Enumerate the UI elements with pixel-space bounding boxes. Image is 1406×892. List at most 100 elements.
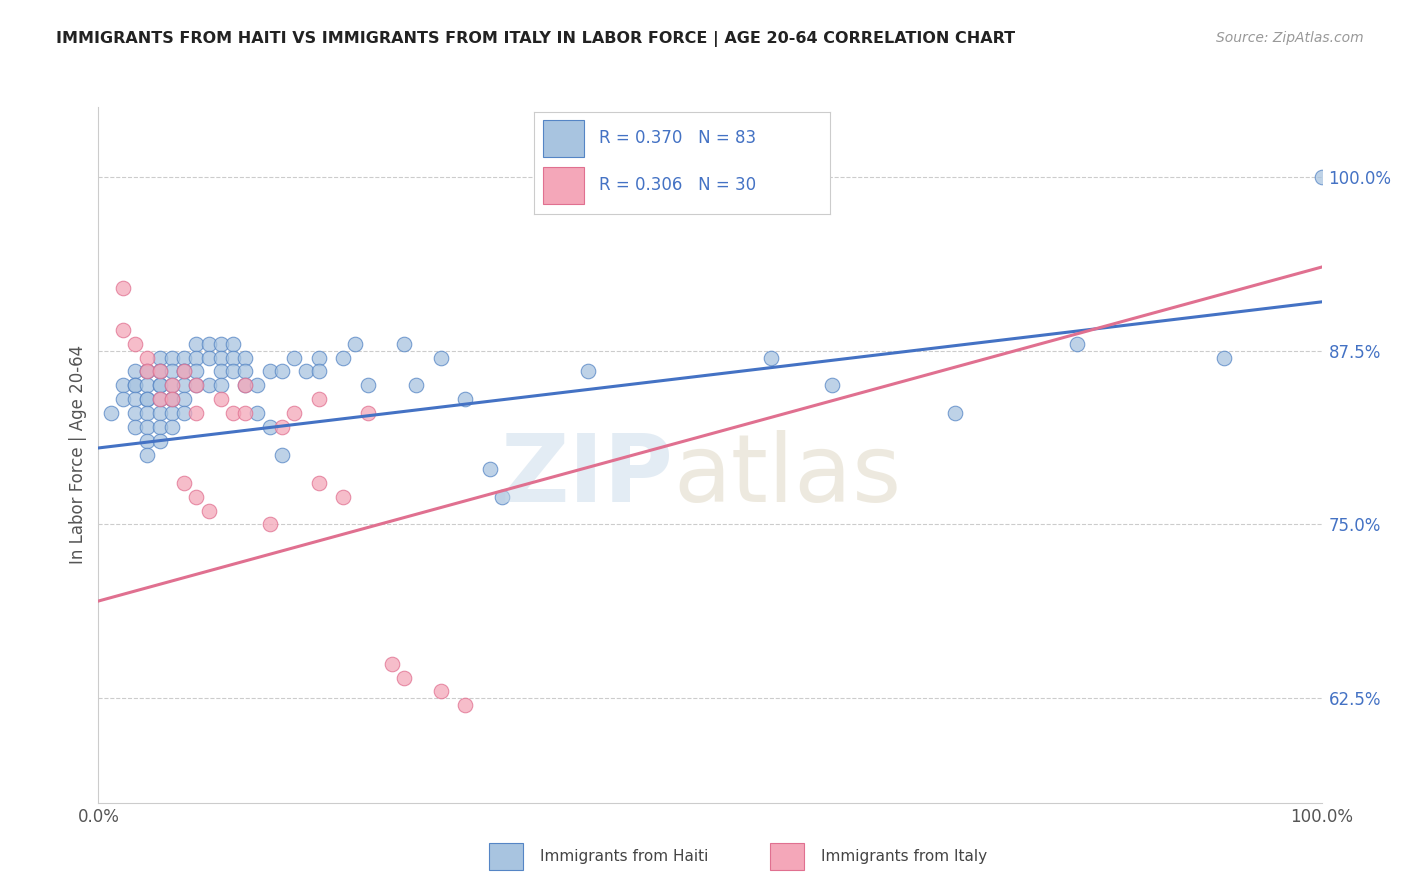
Point xyxy=(186,351,208,365)
Point xyxy=(124,378,146,392)
Point xyxy=(173,364,195,378)
Point xyxy=(197,378,219,392)
Point xyxy=(233,378,256,392)
Point xyxy=(173,475,195,490)
Text: R = 0.306   N = 30: R = 0.306 N = 30 xyxy=(599,177,756,194)
Point xyxy=(149,364,172,378)
Point xyxy=(149,378,172,392)
Point xyxy=(222,406,245,420)
Point xyxy=(332,351,354,365)
Point xyxy=(136,392,159,407)
Point xyxy=(100,406,122,420)
Point xyxy=(259,420,281,434)
Point xyxy=(283,351,305,365)
Point xyxy=(124,406,146,420)
Point xyxy=(430,351,453,365)
Point xyxy=(356,378,378,392)
Point xyxy=(186,364,208,378)
Point xyxy=(149,364,172,378)
Point xyxy=(173,392,195,407)
Point xyxy=(209,392,232,407)
Point xyxy=(332,490,354,504)
Point xyxy=(173,364,195,378)
FancyBboxPatch shape xyxy=(770,843,804,870)
Point xyxy=(173,351,195,365)
Point xyxy=(246,378,269,392)
Point xyxy=(259,364,281,378)
Point xyxy=(209,364,232,378)
Text: Immigrants from Italy: Immigrants from Italy xyxy=(821,849,987,863)
Point xyxy=(454,698,477,713)
Point xyxy=(197,351,219,365)
Point xyxy=(136,364,159,378)
Point xyxy=(209,351,232,365)
Point xyxy=(478,462,501,476)
Point xyxy=(233,351,256,365)
Point xyxy=(821,378,844,392)
Point xyxy=(308,351,330,365)
Point xyxy=(136,448,159,462)
Point xyxy=(173,406,195,420)
Point xyxy=(160,406,183,420)
Point xyxy=(1212,351,1234,365)
Point xyxy=(270,448,294,462)
Point xyxy=(149,434,172,448)
Point xyxy=(124,336,146,351)
Point xyxy=(136,434,159,448)
Text: R = 0.370   N = 83: R = 0.370 N = 83 xyxy=(599,129,756,147)
Point xyxy=(160,392,183,407)
FancyBboxPatch shape xyxy=(543,167,585,204)
Point xyxy=(943,406,966,420)
Point xyxy=(491,490,513,504)
Point xyxy=(136,364,159,378)
Point xyxy=(222,364,245,378)
Point xyxy=(1066,336,1088,351)
Point xyxy=(1310,169,1333,184)
Y-axis label: In Labor Force | Age 20-64: In Labor Force | Age 20-64 xyxy=(69,345,87,565)
Point xyxy=(124,392,146,407)
Point xyxy=(186,378,208,392)
Point xyxy=(173,364,195,378)
Point xyxy=(111,323,134,337)
Text: Immigrants from Haiti: Immigrants from Haiti xyxy=(540,849,709,863)
FancyBboxPatch shape xyxy=(543,120,585,157)
Text: Source: ZipAtlas.com: Source: ZipAtlas.com xyxy=(1216,31,1364,45)
Point xyxy=(136,351,159,365)
Point xyxy=(136,420,159,434)
Point xyxy=(160,378,183,392)
Point xyxy=(222,351,245,365)
Point xyxy=(222,336,245,351)
Point xyxy=(136,392,159,407)
Point xyxy=(111,378,134,392)
Point xyxy=(124,420,146,434)
Point xyxy=(308,364,330,378)
Point xyxy=(160,392,183,407)
Text: IMMIGRANTS FROM HAITI VS IMMIGRANTS FROM ITALY IN LABOR FORCE | AGE 20-64 CORREL: IMMIGRANTS FROM HAITI VS IMMIGRANTS FROM… xyxy=(56,31,1015,47)
Point xyxy=(308,392,330,407)
Point xyxy=(136,364,159,378)
Point xyxy=(270,420,294,434)
Point xyxy=(356,406,378,420)
Point xyxy=(392,671,416,685)
Point xyxy=(160,378,183,392)
Point xyxy=(197,336,219,351)
Point xyxy=(430,684,453,698)
Point xyxy=(295,364,318,378)
Point xyxy=(233,364,256,378)
Point xyxy=(149,378,172,392)
Point xyxy=(344,336,367,351)
Point xyxy=(246,406,269,420)
FancyBboxPatch shape xyxy=(489,843,523,870)
Point xyxy=(761,351,783,365)
Point xyxy=(173,378,195,392)
Point xyxy=(149,351,172,365)
Point xyxy=(259,517,281,532)
Point xyxy=(149,364,172,378)
Point xyxy=(160,420,183,434)
Point xyxy=(149,392,172,407)
Point xyxy=(270,364,294,378)
Point xyxy=(308,475,330,490)
Point xyxy=(186,378,208,392)
Point xyxy=(149,420,172,434)
Point xyxy=(124,378,146,392)
